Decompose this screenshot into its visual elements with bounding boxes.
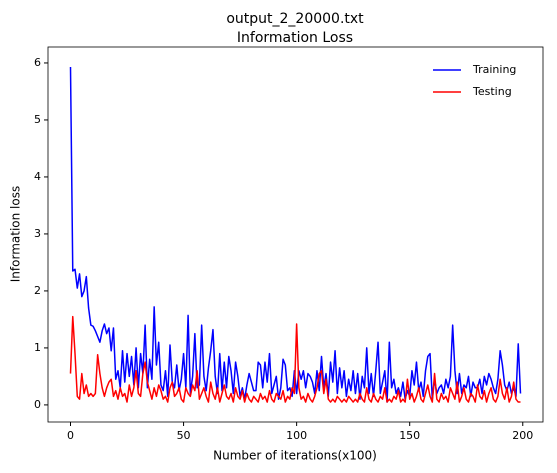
x-tick-label: 200 [512, 429, 533, 442]
y-tick-label: 1 [34, 341, 41, 354]
y-tick-label: 2 [34, 284, 41, 297]
legend-label: Training [472, 63, 516, 76]
legend-label: Testing [472, 85, 512, 98]
x-tick-label: 50 [177, 429, 191, 442]
y-tick-label: 5 [34, 113, 41, 126]
plot-frame [47, 46, 544, 423]
chart-subtitle: Information Loss [237, 30, 353, 46]
line-series [69, 315, 521, 403]
y-tick-label: 6 [34, 56, 41, 69]
x-tick-label: 0 [67, 429, 74, 442]
chart-title: output_2_20000.txt [226, 11, 364, 27]
y-tick-label: 4 [34, 170, 41, 183]
x-tick-label: 150 [399, 429, 420, 442]
y-tick-label: 3 [34, 227, 41, 240]
y-tick-label: 0 [34, 398, 41, 411]
y-axis-label: Information loss [9, 186, 23, 282]
x-tick-label: 100 [286, 429, 307, 442]
line-series [69, 66, 522, 403]
x-axis-label: Number of iterations(x100) [213, 449, 377, 463]
